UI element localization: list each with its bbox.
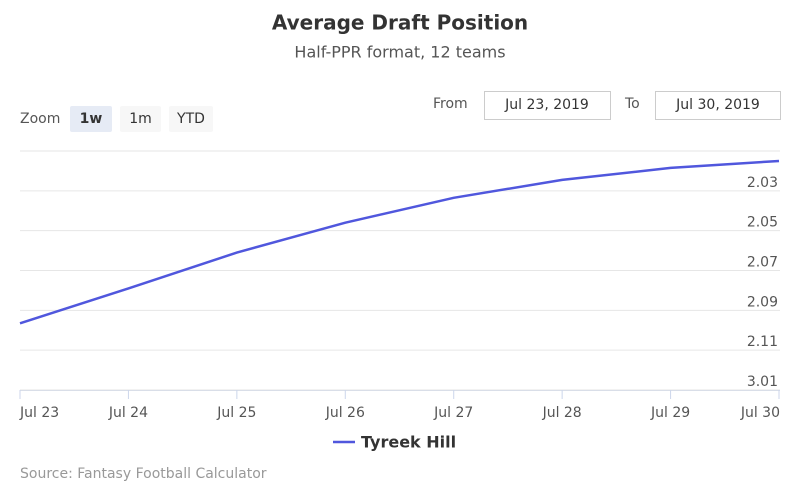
chart-subtitle: Half-PPR format, 12 teams	[294, 43, 505, 62]
to-input[interactable]	[655, 91, 781, 120]
y-tick-label: 3.01	[747, 374, 778, 390]
x-tick-label: Jul 29	[650, 405, 690, 421]
y-tick-label: 2.07	[747, 255, 778, 271]
y-tick-label: 2.05	[747, 215, 778, 231]
x-tick-label: Jul 25	[216, 405, 256, 421]
x-tick-label: Jul 26	[325, 405, 365, 421]
legend-label[interactable]: Tyreek Hill	[361, 433, 456, 452]
from-label: From	[433, 96, 468, 112]
from-date[interactable]: Jul 23, 2019	[504, 97, 589, 113]
y-tick-label: 2.11	[747, 334, 778, 350]
x-tick-label: Jul 23	[19, 405, 59, 421]
y-tick-label: 2.03	[747, 175, 778, 191]
chart-title: Average Draft Position	[272, 11, 528, 35]
x-tick-label: Jul 27	[433, 405, 473, 421]
zoom-button[interactable]	[120, 106, 161, 132]
zoom-button[interactable]	[70, 106, 112, 132]
series-line	[19, 159, 780, 325]
x-tick-label: Jul 30	[740, 405, 780, 421]
from-input[interactable]	[484, 91, 611, 120]
zoom-button-label[interactable]: YTD	[176, 111, 205, 127]
zoom-button-label[interactable]: 1w	[80, 111, 103, 127]
x-tick-label: Jul 24	[108, 405, 148, 421]
x-tick-label: Jul 28	[542, 405, 582, 421]
to-label: To	[624, 96, 640, 112]
zoom-label: Zoom	[20, 111, 60, 127]
zoom-button-label[interactable]: 1m	[129, 111, 152, 127]
source-credit: Source: Fantasy Football Calculator	[20, 466, 267, 482]
to-date[interactable]: Jul 30, 2019	[675, 97, 760, 113]
zoom-button[interactable]	[169, 106, 213, 132]
y-tick-label: 2.09	[747, 294, 778, 310]
